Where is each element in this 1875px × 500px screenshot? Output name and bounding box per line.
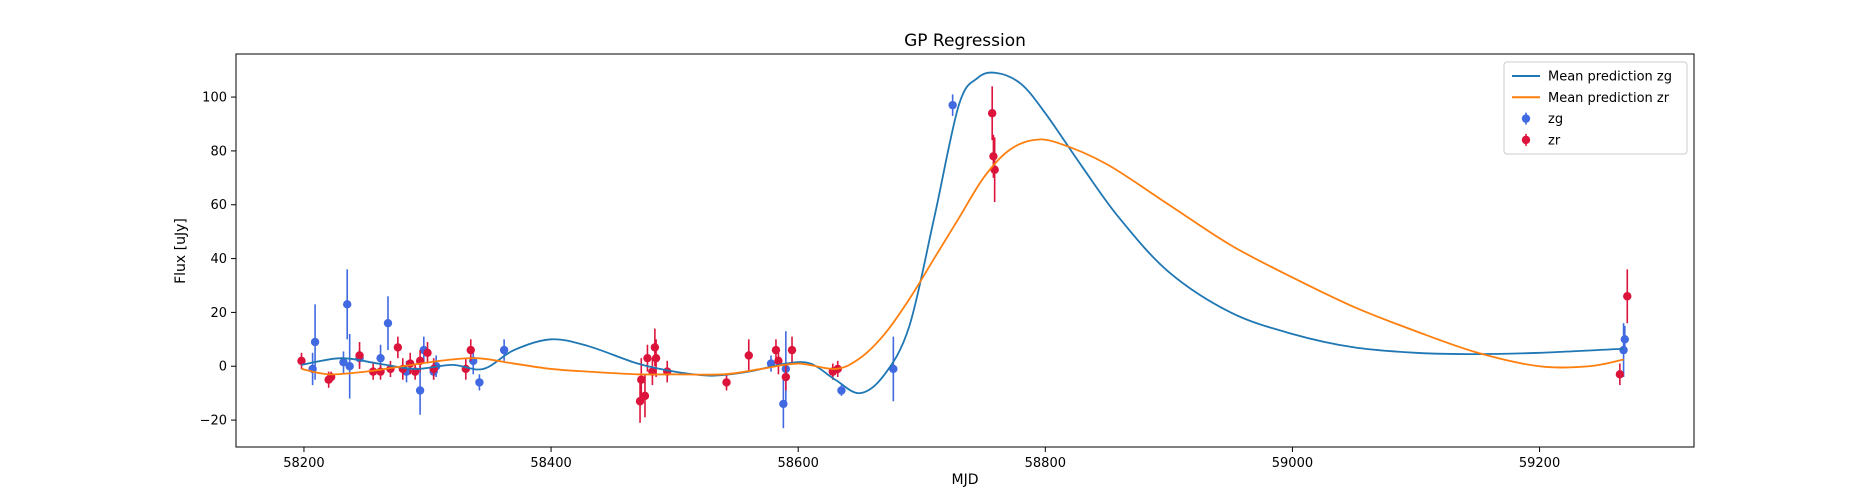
zr-point: [406, 359, 415, 368]
y-tick-label: 100: [202, 91, 227, 106]
zr-point: [1615, 370, 1625, 379]
chart-title: GP Regression: [904, 31, 1026, 51]
zg-point: [376, 353, 385, 363]
zr-point: [987, 109, 997, 118]
zg-point: [837, 386, 846, 395]
legend: Mean prediction zg Mean prediction zr zg zr: [1503, 61, 1688, 155]
line-mean-prediction-zg: [301, 71, 1624, 395]
legend-box: [1503, 61, 1688, 155]
zr-point: [393, 343, 403, 352]
legend-label: zr: [1548, 133, 1561, 148]
zr-point: [637, 375, 646, 384]
plot-series: [297, 71, 1632, 429]
x-tick-label: 59200: [1519, 456, 1560, 471]
zg-point: [383, 318, 393, 328]
x-tick-label: 58600: [778, 456, 819, 471]
y-tick-label: 0: [219, 360, 227, 375]
zr-point: [787, 345, 797, 355]
x-axis-ticks: 58200 58400 58600 58800 59000 59200: [283, 447, 1560, 471]
y-tick-label: 20: [210, 306, 227, 321]
zr-point: [466, 345, 475, 355]
zg-point: [345, 362, 354, 371]
legend-label: zg: [1548, 112, 1563, 127]
zr-point: [774, 356, 783, 366]
zg-point: [415, 386, 425, 395]
zr-point: [640, 391, 650, 401]
zr-point: [744, 351, 753, 360]
zg-point: [948, 100, 957, 110]
x-tick-label: 59000: [1272, 456, 1313, 471]
y-tick-label: 40: [210, 252, 227, 267]
series-zg: [308, 94, 1630, 429]
zr-point: [989, 152, 998, 161]
zr-point: [650, 343, 660, 352]
zr-point: [297, 356, 306, 366]
y-tick-label: 80: [210, 144, 227, 159]
zg-point: [339, 358, 348, 367]
zr-point: [722, 378, 731, 387]
x-tick-label: 58800: [1025, 456, 1066, 471]
zg-point: [1619, 345, 1628, 355]
y-tick-label: −20: [200, 414, 227, 429]
zg-point: [889, 364, 898, 374]
zr-point: [1623, 292, 1632, 301]
zr-point: [651, 353, 661, 363]
zg-point: [310, 337, 320, 347]
line-mean-prediction-zr: [301, 138, 1624, 376]
zg-point: [499, 345, 509, 355]
zr-point: [781, 372, 791, 382]
plot-area: [235, 53, 1695, 448]
zg-point: [1620, 335, 1630, 344]
legend-label: Mean prediction zg: [1548, 70, 1672, 85]
legend-point-swatch: [1521, 135, 1531, 145]
x-axis-label: MJD: [952, 472, 979, 488]
legend-point-swatch: [1521, 114, 1531, 123]
zg-point: [475, 378, 484, 387]
zg-point: [343, 300, 352, 309]
legend-label: Mean prediction zr: [1548, 91, 1670, 106]
zr-point: [423, 348, 432, 357]
zr-point: [643, 353, 652, 363]
x-tick-label: 58400: [530, 456, 571, 471]
y-axis-label: Flux [uJy]: [173, 218, 189, 284]
zr-point: [635, 397, 645, 406]
y-tick-label: 60: [210, 198, 227, 213]
zr-point: [355, 351, 364, 360]
x-tick-label: 58200: [283, 456, 324, 471]
y-axis-ticks: −20 0 20 40 60 80 100: [200, 91, 236, 429]
